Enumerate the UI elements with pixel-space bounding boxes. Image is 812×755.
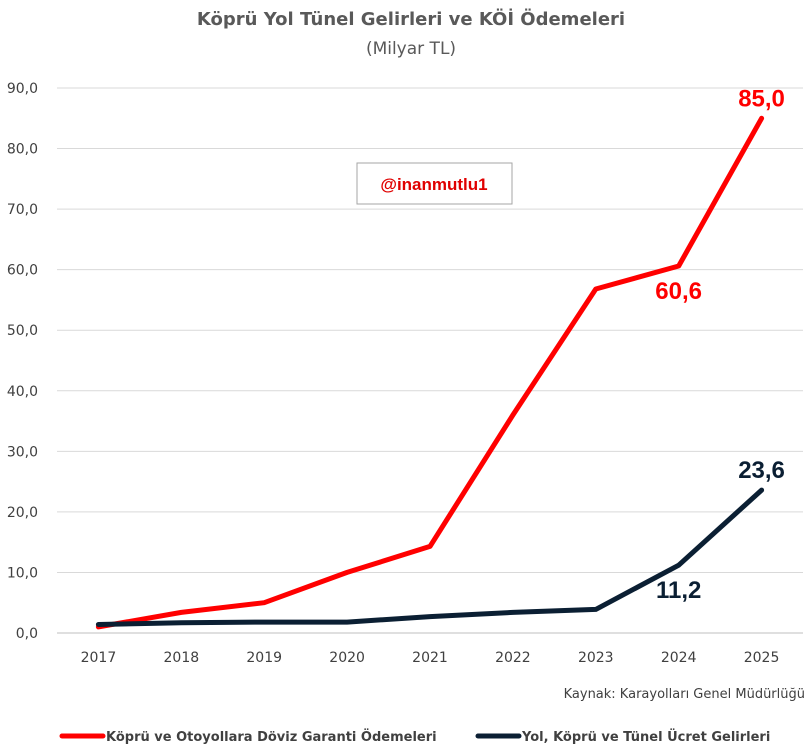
data-point [345,570,350,575]
data-label: 11,2 [656,577,701,604]
data-point [262,600,267,605]
watermark-box: @inanmutlu1 [356,162,513,205]
y-tick-label: 10,0 [7,565,38,581]
legend-label-0: Köprü ve Otoyollara Döviz Garanti Ödemel… [106,729,437,745]
data-point [593,607,598,612]
x-tick-label: 2023 [578,650,614,666]
legend: Köprü ve Otoyollara Döviz Garanti Ödemel… [59,729,770,745]
y-tick-label: 60,0 [7,263,38,279]
y-tick-label: 90,0 [7,81,38,97]
series-line-1 [95,487,765,627]
series-group [95,115,765,630]
x-tick-label: 2025 [744,650,780,666]
y-tick-label: 30,0 [7,444,38,460]
data-point [96,622,101,627]
data-point [345,620,350,625]
watermark-handle: @inanmutlu1 [380,175,487,194]
data-point [676,563,681,568]
data-point [593,287,598,292]
series-line-0 [95,115,765,630]
y-tick-label: 0,0 [16,626,38,642]
x-tick-label: 2022 [495,650,531,666]
y-tick-label: 80,0 [7,142,38,158]
data-point [510,413,515,418]
x-tick-label: 2018 [164,650,200,666]
source-note: Kaynak: Karayolları Genel Müdürlüğü [564,687,805,702]
watermark-border [356,162,513,205]
chart-title: Köprü Yol Tünel Gelirleri ve KÖİ Ödemele… [197,8,625,30]
y-tick-label: 70,0 [7,202,38,218]
data-point [759,488,764,493]
x-axis: 2017 2018 2019 2020 2021 2022 2023 2024 2025 [81,650,780,666]
grid [57,87,803,634]
data-point [428,614,433,619]
x-tick-label: 2017 [81,650,117,666]
data-label: 60,6 [655,278,702,305]
y-tick-label: 40,0 [7,384,38,400]
data-point [262,620,267,625]
y-axis: 0,0 10,0 20,0 30,0 40,0 50,0 60,0 70,0 80,0 90,0 [7,81,38,642]
x-tick-label: 2021 [412,650,448,666]
chart-subtitle: (Milyar TL) [366,39,456,59]
y-tick-label: 20,0 [7,505,38,521]
data-point [759,116,764,121]
data-label: 85,0 [738,85,785,112]
data-point [676,264,681,269]
x-tick-label: 2019 [246,650,282,666]
data-point [510,610,515,615]
data-point [428,544,433,549]
data-point [179,620,184,625]
data-labels: 85,0 60,6 23,6 11,2 [655,85,785,604]
data-label: 23,6 [738,457,785,484]
legend-label-1: Yol, Köprü ve Tünel Ücret Gelirleri [521,729,770,745]
x-tick-label: 2020 [329,650,365,666]
y-tick-label: 50,0 [7,323,38,339]
data-point [179,610,184,615]
x-tick-label: 2024 [661,650,697,666]
